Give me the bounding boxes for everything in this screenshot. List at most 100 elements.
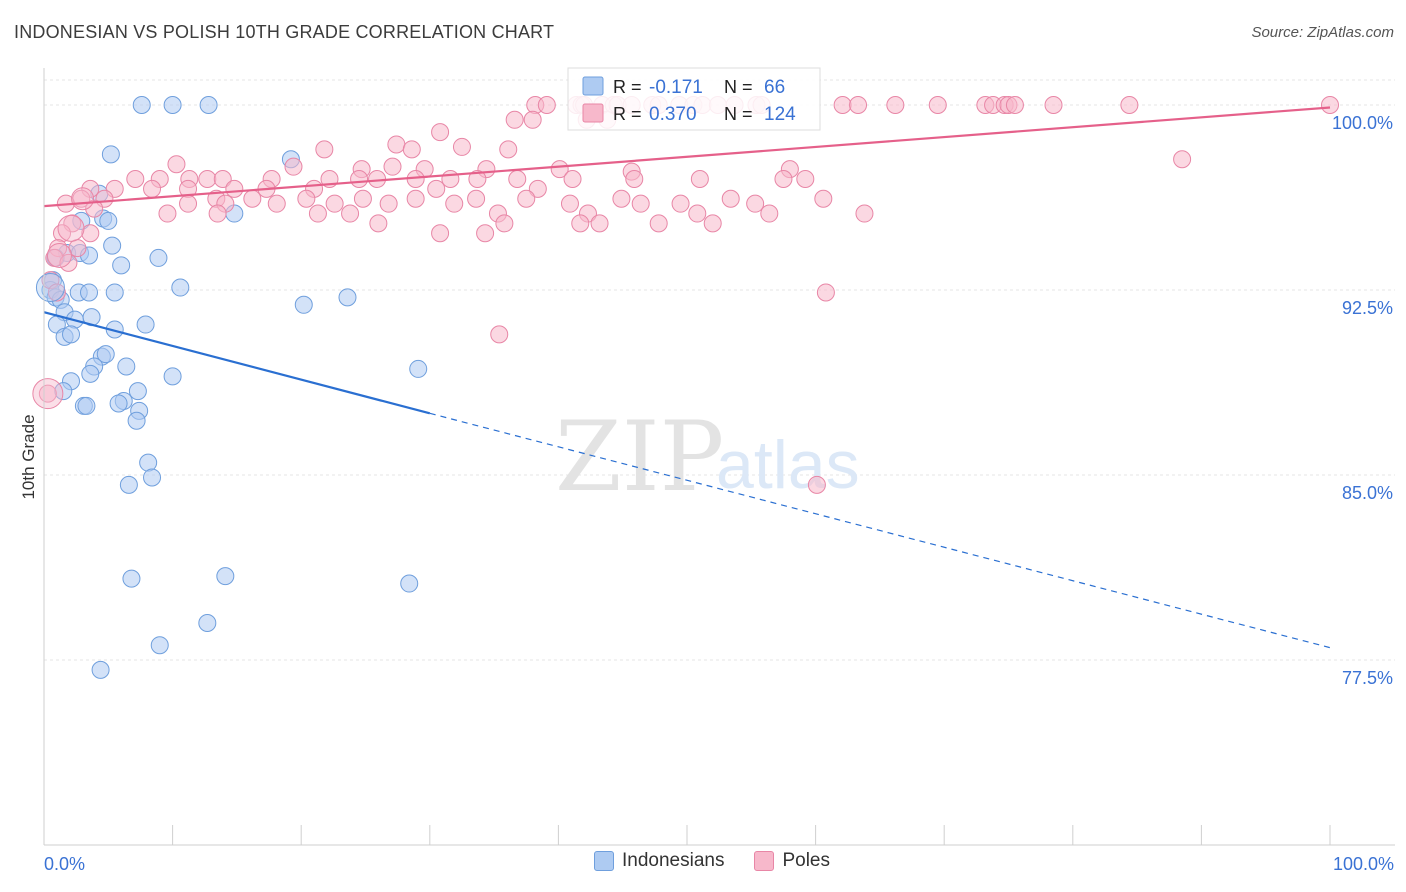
- data-point: [143, 179, 162, 198]
- data-point: [746, 194, 765, 213]
- data-point: [80, 283, 99, 302]
- data-point: [523, 110, 542, 129]
- data-point: [631, 194, 650, 213]
- data-point: [163, 367, 182, 386]
- data-point: [171, 278, 190, 297]
- data-point: [139, 453, 158, 472]
- data-point: [508, 170, 527, 188]
- data-point: [1005, 96, 1024, 114]
- data-point: [452, 137, 471, 156]
- stats-n-value: 124: [764, 104, 796, 125]
- legend-item-indonesians[interactable]: Indonesians: [594, 850, 724, 872]
- y-tick-label: 85.0%: [1342, 483, 1393, 503]
- data-point: [721, 189, 740, 208]
- watermark: ZIP atlas: [555, 401, 860, 513]
- data-point: [150, 636, 169, 655]
- data-point: [431, 224, 450, 243]
- stats-r-value: 0.370: [649, 104, 697, 125]
- data-point: [849, 96, 868, 114]
- data-point: [96, 345, 115, 364]
- data-point: [143, 468, 162, 487]
- data-point: [612, 189, 631, 208]
- data-point: [62, 325, 81, 344]
- y-tick-label: 92.5%: [1342, 298, 1393, 318]
- data-point: [886, 96, 905, 114]
- data-point: [816, 283, 835, 302]
- source-label: Source: ZipAtlas.com: [1251, 24, 1394, 41]
- data-point: [690, 170, 709, 188]
- data-point: [284, 157, 303, 176]
- stats-legend-box: [567, 67, 821, 131]
- data-point: [315, 140, 334, 159]
- data-point: [126, 170, 145, 188]
- data-point: [297, 189, 316, 208]
- data-point: [571, 214, 590, 233]
- data-point: [308, 204, 327, 223]
- data-point: [136, 315, 155, 334]
- data-point: [213, 170, 232, 188]
- data-point: [85, 199, 104, 218]
- data-point: [760, 204, 779, 223]
- data-point: [703, 214, 722, 233]
- data-point: [406, 189, 425, 208]
- data-point: [208, 204, 227, 223]
- data-point: [109, 394, 128, 413]
- data-point: [99, 211, 118, 230]
- data-point: [560, 194, 579, 213]
- data-point: [387, 135, 406, 154]
- x-tick-label-min: 0.0%: [44, 854, 85, 874]
- data-point: [267, 194, 286, 213]
- data-point: [774, 170, 793, 188]
- data-point: [590, 214, 609, 233]
- data-point: [550, 160, 569, 179]
- data-point: [81, 224, 100, 243]
- legend-swatch-indonesians: [594, 851, 614, 871]
- stats-n-label: N =: [724, 104, 753, 124]
- data-point: [499, 140, 518, 159]
- series-legend: Indonesians Poles: [594, 850, 830, 872]
- data-point: [505, 110, 524, 129]
- trendline-poles: [43, 106, 1331, 208]
- data-point: [476, 224, 495, 243]
- data-point: [294, 295, 313, 314]
- data-point: [431, 123, 450, 142]
- data-point: [338, 288, 357, 307]
- stats-r-label: R =: [613, 104, 642, 124]
- data-point: [325, 194, 344, 213]
- data-point: [101, 145, 120, 164]
- legend-item-poles[interactable]: Poles: [754, 850, 830, 872]
- x-tick-label-max: 100.0%: [1333, 854, 1394, 874]
- data-point: [814, 189, 833, 208]
- data-point: [341, 204, 360, 223]
- trendline-indonesians-extension: [429, 412, 1331, 649]
- stats-r-value: -0.171: [649, 77, 703, 98]
- data-point: [243, 189, 262, 208]
- data-point: [409, 359, 428, 378]
- data-point: [855, 204, 874, 223]
- data-point: [91, 660, 110, 679]
- data-point: [688, 204, 707, 223]
- y-tick-label: 77.5%: [1342, 668, 1393, 688]
- data-point: [495, 214, 514, 233]
- data-point: [1120, 96, 1139, 114]
- watermark-atlas: atlas: [716, 427, 860, 503]
- data-point: [928, 96, 947, 114]
- stats-swatch: [582, 76, 604, 96]
- data-point: [127, 411, 146, 430]
- data-point-cluster: [32, 378, 64, 410]
- data-point: [149, 248, 168, 267]
- data-point: [103, 236, 122, 255]
- chart-title: INDONESIAN VS POLISH 10TH GRADE CORRELAT…: [14, 22, 555, 42]
- stats-swatch: [582, 103, 604, 123]
- data-point: [179, 194, 198, 213]
- data-point: [112, 256, 131, 275]
- data-point: [1321, 96, 1339, 114]
- data-point: [383, 157, 402, 176]
- legend-swatch-poles: [754, 851, 775, 871]
- data-point: [379, 194, 398, 213]
- data-point: [427, 179, 446, 198]
- stats-n-label: N =: [724, 77, 753, 97]
- data-point: [122, 569, 141, 588]
- data-point: [468, 170, 487, 188]
- data-point: [198, 170, 217, 188]
